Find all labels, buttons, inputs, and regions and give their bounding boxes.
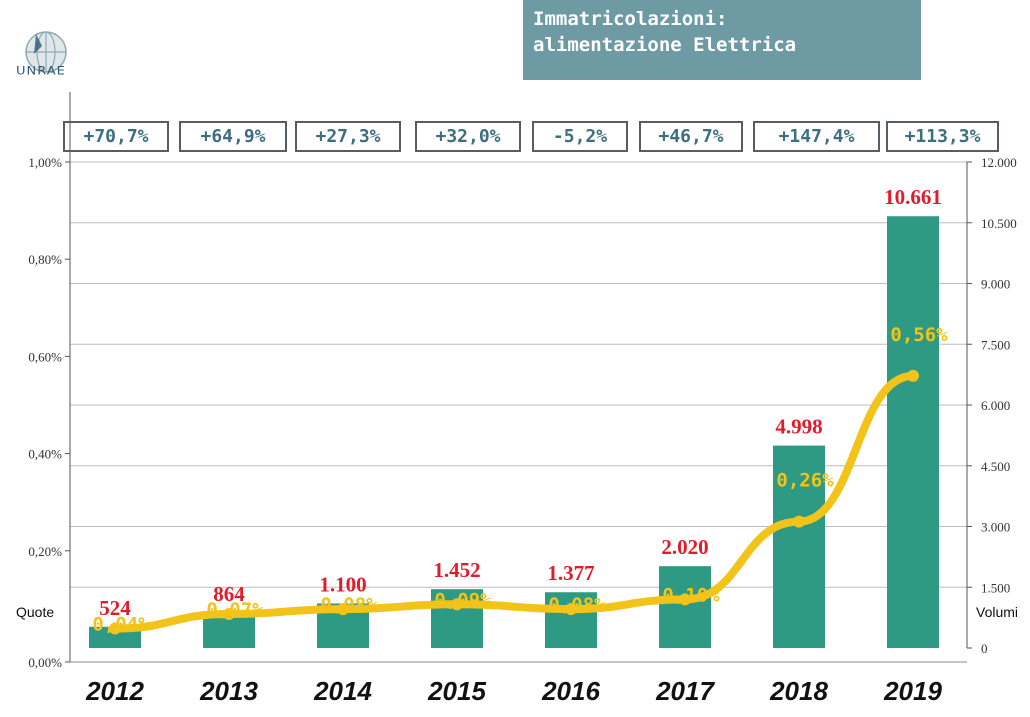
share-label-2017: 0,10% [662, 584, 720, 606]
left-tick-label: 0,00% [28, 655, 62, 670]
share-point-2017 [679, 593, 691, 606]
share-point-2012 [109, 622, 121, 635]
growth-rate-box: +27,3% [295, 121, 401, 152]
year-label-2016: 2016 [541, 676, 600, 706]
share-point-2015 [451, 598, 463, 611]
right-tick-label: 12.000 [981, 155, 1017, 170]
volume-label-2016: 1.377 [547, 561, 594, 585]
year-label-2013: 2013 [199, 676, 258, 706]
right-tick-label: 3.000 [981, 520, 1010, 535]
right-tick-label: 1.500 [981, 580, 1010, 595]
growth-rate-box: +70,7% [63, 121, 169, 152]
growth-rate-box: -5,2% [532, 121, 628, 152]
share-label-2012: 0,04% [92, 614, 150, 636]
left-tick-label: 0,20% [28, 544, 62, 559]
left-axis-name: Quote [16, 604, 54, 620]
share-label-2019: 0,56% [890, 324, 948, 346]
share-line [111, 371, 917, 633]
growth-rate-box: +32,0% [415, 121, 521, 152]
volume-label-2019: 10.661 [884, 185, 942, 209]
left-tick-label: 0,40% [28, 447, 62, 462]
bar-2019 [887, 216, 939, 649]
share-label-2016: 0,08% [548, 594, 606, 616]
share-label-2014: 0,08% [320, 594, 378, 616]
left-tick-label: 0,60% [28, 349, 62, 364]
volume-label-2014: 1.100 [319, 572, 366, 596]
title-line-2: alimentazione Elettrica [533, 34, 797, 56]
logo-text: UNRAE [16, 64, 66, 79]
growth-rate-box: +147,4% [753, 121, 880, 152]
year-label-2015: 2015 [427, 676, 486, 706]
year-label-2014: 2014 [313, 676, 372, 706]
share-label-2018: 0,26% [776, 470, 834, 492]
share-label-2015: 0,09% [434, 589, 492, 611]
left-tick-label: 1,00% [28, 155, 62, 170]
right-tick-label: 9.000 [981, 277, 1010, 292]
bar-2017 [659, 566, 711, 648]
share-point-2019 [907, 369, 919, 382]
growth-rate-box: +46,7% [639, 121, 743, 152]
left-tick-label: 0,80% [28, 252, 62, 267]
bar-2016 [545, 592, 597, 648]
share-point-2014 [337, 603, 349, 616]
bar-2018 [773, 445, 825, 648]
right-tick-label: 6.000 [981, 398, 1010, 413]
globe-icon [25, 31, 67, 73]
right-tick-label: 7.500 [981, 337, 1010, 352]
title-line-1: Immatricolazioni: [533, 8, 728, 30]
volume-label-2013: 864 [213, 582, 245, 606]
share-point-2018 [793, 515, 805, 528]
volume-label-2012: 524 [99, 596, 131, 620]
right-tick-label: 4.500 [981, 459, 1010, 474]
volume-label-2017: 2.020 [661, 535, 708, 559]
right-axis-name: Volumi [976, 604, 1018, 620]
share-point-2016 [565, 603, 577, 616]
growth-rate-box: +113,3% [886, 121, 999, 152]
right-tick-label: 0 [981, 641, 988, 656]
share-point-2013 [223, 607, 235, 620]
year-label-2017: 2017 [655, 676, 715, 706]
share-label-2013: 0,07% [206, 599, 264, 621]
growth-rate-box: +64,9% [179, 121, 287, 152]
title-box: Immatricolazioni: alimentazione Elettric… [523, 0, 921, 80]
right-tick-label: 10.500 [981, 216, 1017, 231]
year-label-2019: 2019 [883, 676, 942, 706]
year-label-2018: 2018 [769, 676, 828, 706]
volume-label-2015: 1.452 [433, 558, 480, 582]
volume-label-2018: 4.998 [775, 415, 822, 439]
year-label-2012: 2012 [85, 676, 144, 706]
